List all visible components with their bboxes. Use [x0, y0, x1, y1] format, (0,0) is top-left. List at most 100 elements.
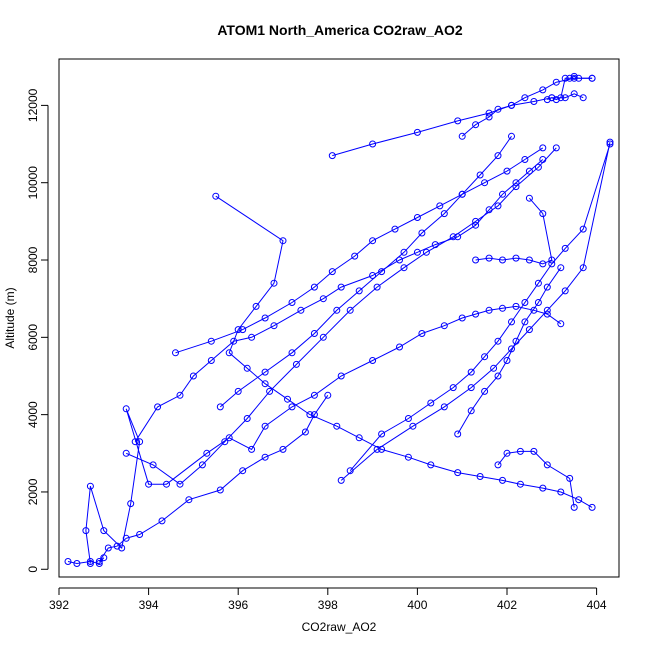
data-point [606, 138, 614, 146]
data-point [440, 403, 448, 411]
data-point [288, 349, 296, 357]
y-tick-label: 0 [26, 566, 40, 573]
data-point [575, 496, 583, 504]
data-point [378, 268, 386, 276]
data-point [561, 74, 569, 82]
data-point [566, 74, 574, 82]
data-point [570, 72, 578, 80]
series-line [85, 305, 562, 564]
data-point [136, 438, 144, 446]
data-point [234, 326, 242, 334]
data-point [310, 391, 318, 399]
data-point [396, 256, 403, 264]
data-point [404, 453, 412, 461]
data-point [539, 86, 547, 94]
data-point [284, 395, 291, 403]
data-point [158, 517, 166, 525]
data-point [516, 447, 524, 455]
data-point [467, 407, 475, 415]
y-tick-label: 12000 [26, 88, 40, 122]
series-line [340, 141, 611, 481]
y-tick-label: 4000 [26, 401, 40, 428]
data-point [440, 322, 448, 330]
data-point [494, 461, 502, 469]
data-point [212, 192, 220, 200]
data-point [266, 387, 274, 395]
data-point [485, 113, 493, 121]
data-point [127, 500, 135, 508]
data-point [534, 279, 542, 287]
data-point [172, 349, 179, 357]
data-point [454, 430, 462, 438]
data-point [369, 272, 377, 279]
data-point [561, 94, 569, 102]
data-point [521, 94, 529, 102]
data-point [319, 333, 327, 341]
data-point [472, 121, 480, 129]
data-point [216, 403, 224, 411]
data-point [499, 476, 506, 484]
series-line [219, 136, 512, 408]
data-point [570, 90, 578, 98]
data-point [525, 194, 533, 202]
data-point [557, 488, 565, 496]
data-point [239, 326, 247, 334]
data-point [270, 279, 278, 287]
data-point [476, 473, 484, 480]
data-point [154, 403, 162, 411]
data-point [481, 387, 489, 395]
data-point [82, 527, 90, 535]
data-point [512, 337, 520, 345]
data-point [185, 496, 193, 504]
data-point [525, 167, 533, 175]
data-point [176, 480, 184, 488]
data-point [122, 405, 130, 413]
data-point [248, 333, 256, 341]
y-tick-label: 10000 [26, 166, 40, 200]
data-point [346, 306, 354, 314]
data-point [606, 140, 614, 148]
data-point [118, 544, 126, 552]
series-line [67, 395, 329, 565]
series-line [349, 143, 611, 472]
data-point [534, 299, 542, 306]
data-point [207, 357, 215, 364]
data-point [427, 399, 435, 407]
data-point [346, 467, 354, 475]
data-point [508, 132, 515, 140]
data-point [499, 304, 506, 312]
data-point [543, 96, 551, 104]
data-point [369, 237, 377, 245]
data-point [561, 244, 569, 252]
data-point [198, 461, 206, 469]
data-point [454, 117, 462, 125]
data-point [400, 248, 408, 256]
data-point [472, 217, 480, 225]
data-point [351, 252, 359, 260]
data-point [575, 74, 583, 82]
data-point [490, 364, 498, 372]
data-point [481, 353, 489, 361]
data-point [494, 105, 502, 113]
data-point [449, 384, 457, 392]
data-point [409, 422, 417, 430]
data-point [534, 163, 542, 171]
data-point [216, 486, 224, 494]
data-point [512, 183, 520, 191]
data-point [279, 445, 287, 453]
data-point [454, 469, 462, 477]
data-point [548, 256, 556, 264]
x-tick-label: 392 [49, 598, 69, 612]
x-axis: 392 394 396 398 400 402 404 [49, 587, 607, 612]
data-point [467, 384, 475, 392]
data-point [86, 558, 94, 565]
data-point [548, 260, 556, 268]
data-point [552, 78, 560, 86]
data-point [261, 368, 269, 376]
x-tick-label: 400 [407, 598, 427, 612]
data-point [525, 256, 533, 264]
data-point [427, 461, 435, 469]
data-point [413, 248, 421, 256]
data-point [579, 264, 587, 272]
